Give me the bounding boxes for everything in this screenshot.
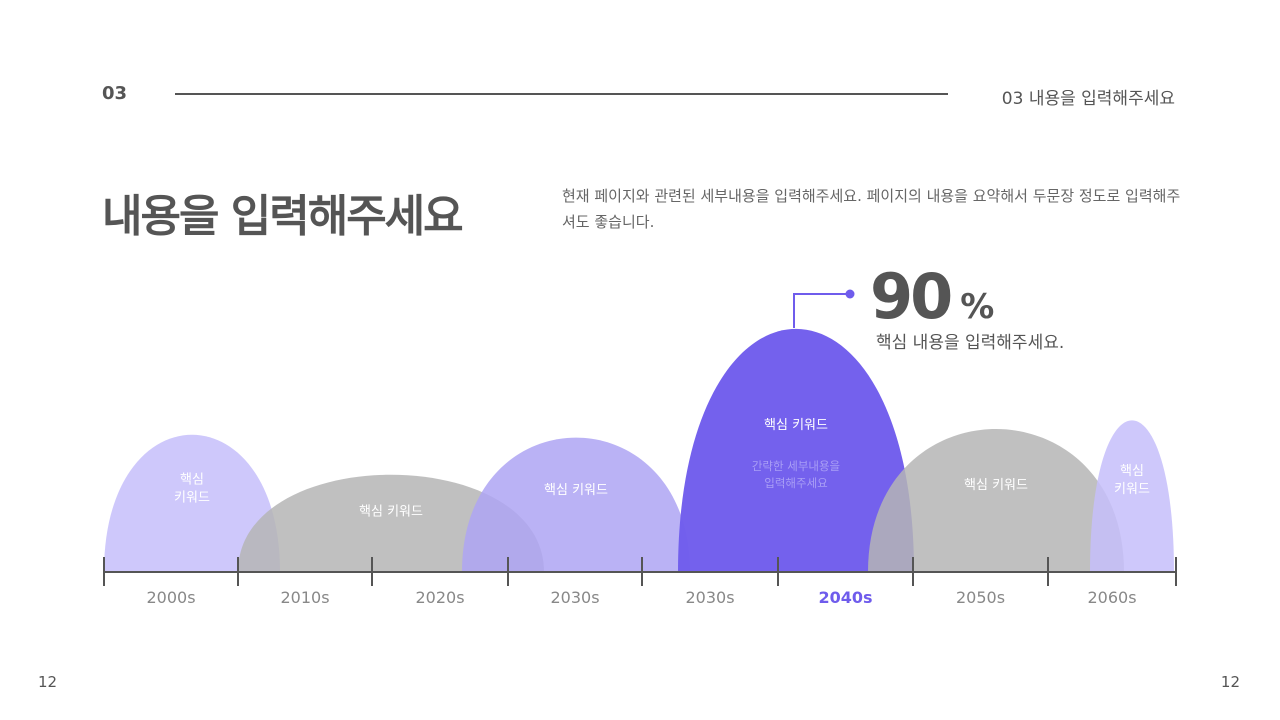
callout-dot bbox=[845, 289, 855, 299]
highlight-value: 90% bbox=[870, 260, 994, 333]
timeline-label: 2020s bbox=[415, 588, 464, 607]
timeline-label: 2060s bbox=[1087, 588, 1136, 607]
dome-detail: 간략한 세부내용을 bbox=[752, 459, 840, 473]
dome-label: 키워드 bbox=[174, 490, 210, 505]
dome-2 bbox=[462, 437, 690, 572]
timeline-label: 2050s bbox=[956, 588, 1005, 607]
dome-detail: 입력해주세요 bbox=[764, 476, 827, 490]
dome-label: 핵심 키워드 bbox=[964, 478, 1028, 493]
callout-line bbox=[793, 293, 850, 328]
dome-label: 핵심 bbox=[180, 472, 204, 487]
dome-0 bbox=[104, 434, 280, 572]
timeline-label: 2030s bbox=[550, 588, 599, 607]
highlight-caption: 핵심 내용을 입력해주세요. bbox=[876, 333, 1065, 353]
page-description: 현재 페이지와 관련된 세부내용을 입력해주세요. 페이지의 내용을 요약해서 … bbox=[562, 187, 1181, 231]
highlight-number: 90 bbox=[870, 260, 953, 333]
header-divider bbox=[175, 93, 948, 95]
page-number-left: 12 bbox=[38, 673, 58, 691]
dome-label: 핵심 키워드 bbox=[359, 505, 423, 520]
dome-5 bbox=[1090, 420, 1174, 572]
section-title: 03 내용을 입력해주세요 bbox=[1001, 89, 1175, 109]
page-title: 내용을 입력해주세요 bbox=[102, 191, 464, 242]
dome-4 bbox=[868, 429, 1124, 572]
timeline-label: 2040s bbox=[818, 588, 872, 607]
dome-label: 키워드 bbox=[1114, 482, 1150, 497]
dome-3 bbox=[678, 328, 914, 572]
section-number: 03 bbox=[102, 83, 128, 104]
dome-label: 핵심 키워드 bbox=[764, 418, 828, 433]
page-number-right: 12 bbox=[1220, 673, 1240, 691]
dome-label: 핵심 bbox=[1120, 464, 1144, 479]
highlight-unit: % bbox=[960, 287, 995, 327]
timeline-label: 2000s bbox=[146, 588, 195, 607]
dome-label: 핵심 키워드 bbox=[544, 483, 608, 498]
timeline-label: 2030s bbox=[685, 588, 734, 607]
timeline-label: 2010s bbox=[280, 588, 329, 607]
